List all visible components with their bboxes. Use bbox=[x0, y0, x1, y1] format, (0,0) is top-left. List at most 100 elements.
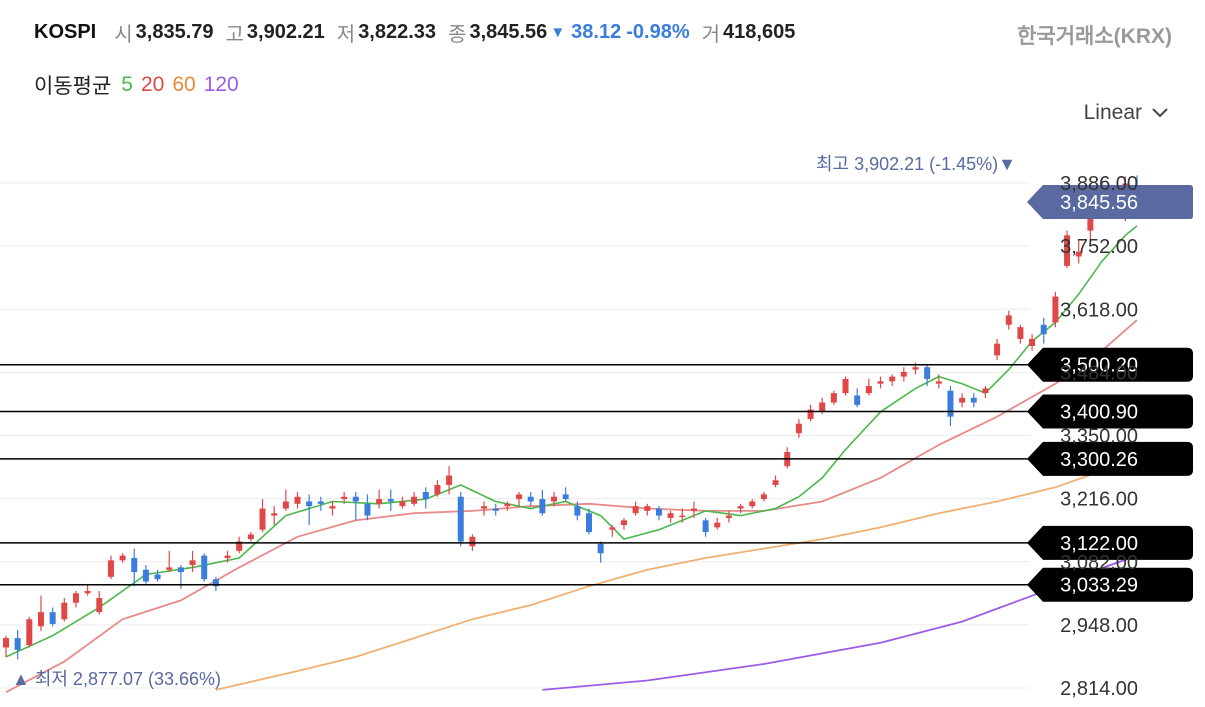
candle-body bbox=[597, 543, 604, 554]
candle-body bbox=[84, 590, 91, 594]
candle-body bbox=[142, 569, 149, 582]
candle-body bbox=[119, 555, 126, 561]
candle-body bbox=[1052, 296, 1059, 323]
candle-body bbox=[539, 499, 546, 514]
y-tick-label: 2,814.00 bbox=[1060, 678, 1138, 700]
candle-body bbox=[714, 522, 721, 528]
y-tick-label: 3,618.00 bbox=[1060, 299, 1138, 321]
candle-body bbox=[935, 381, 942, 384]
candle-body bbox=[865, 386, 872, 394]
candle-body bbox=[364, 503, 371, 516]
candle-body bbox=[306, 501, 313, 507]
candle-body bbox=[411, 496, 418, 504]
candle-body bbox=[900, 371, 907, 377]
change-percent: -0.98% bbox=[626, 20, 690, 43]
candle-body bbox=[376, 499, 383, 504]
candle-body bbox=[877, 381, 884, 384]
close-value: 3,845.56 bbox=[469, 20, 548, 43]
ma5-toggle[interactable]: 5 bbox=[121, 73, 133, 96]
candle-body bbox=[574, 506, 581, 516]
candle-body bbox=[912, 367, 919, 370]
low-label: 저 bbox=[336, 23, 356, 46]
ma60-toggle[interactable]: 60 bbox=[172, 73, 196, 96]
candle-body bbox=[282, 501, 289, 509]
candle-body bbox=[481, 506, 488, 509]
candle-body bbox=[807, 409, 814, 420]
candle-body bbox=[1029, 338, 1036, 346]
ma20-line bbox=[5, 319, 1138, 693]
candle-body bbox=[679, 515, 686, 518]
candle-body bbox=[37, 612, 44, 627]
candle-body bbox=[655, 508, 662, 516]
candle-body bbox=[352, 496, 359, 502]
level-price-tag bbox=[1027, 525, 1193, 560]
candle-body bbox=[527, 496, 534, 502]
low-value: 3,822.33 bbox=[358, 20, 437, 43]
candle-body bbox=[586, 513, 592, 533]
ma20-toggle[interactable]: 20 bbox=[140, 73, 165, 96]
y-tick-label: 3,886.00 bbox=[1060, 173, 1138, 195]
candle-body bbox=[889, 376, 896, 382]
candle-body bbox=[644, 506, 651, 511]
quote-header: KOSPI 시 3,835.79 고 3,902.21 저 3,822.33 종… bbox=[34, 16, 807, 48]
candle-body bbox=[341, 496, 348, 500]
candle-body bbox=[457, 496, 464, 542]
moving-average-legend: 이동평균 5 20 60 120 bbox=[34, 70, 239, 100]
high-value: 3,902.21 bbox=[246, 20, 325, 43]
level-price-label: 3,500.20 bbox=[1060, 355, 1138, 377]
candle-body bbox=[49, 612, 56, 624]
candle-body bbox=[504, 503, 511, 507]
candle-body bbox=[201, 555, 208, 580]
volume-value: 418,605 bbox=[723, 20, 796, 43]
candle-body bbox=[422, 492, 429, 500]
candle-body bbox=[667, 513, 674, 518]
candle-body bbox=[725, 515, 732, 518]
candle-body bbox=[329, 506, 336, 509]
volume-label: 거 bbox=[701, 23, 721, 46]
candle-body bbox=[96, 598, 103, 613]
scale-dropdown[interactable]: Linear bbox=[1084, 101, 1168, 125]
level-price-label: 3,400.90 bbox=[1060, 402, 1138, 424]
candle-body bbox=[970, 397, 977, 403]
candle-body bbox=[516, 494, 523, 500]
current-price-tag bbox=[1027, 185, 1193, 220]
level-price-tag bbox=[1027, 347, 1193, 382]
scale-label: Linear bbox=[1083, 101, 1142, 124]
close-label: 종 bbox=[448, 23, 467, 46]
candle-body bbox=[702, 520, 709, 533]
candle-body bbox=[224, 555, 231, 558]
y-tick-label: 3,484.00 bbox=[1060, 362, 1138, 384]
candle-body bbox=[772, 480, 779, 485]
ma120-toggle[interactable]: 120 bbox=[203, 73, 239, 96]
candle-body bbox=[72, 593, 79, 603]
candle-body bbox=[189, 560, 196, 566]
candle-body bbox=[959, 397, 966, 403]
y-tick-label: 3,350.00 bbox=[1060, 426, 1138, 448]
candle-body bbox=[434, 484, 441, 495]
high-label: 고 bbox=[225, 23, 244, 46]
candle-body bbox=[399, 501, 406, 507]
candle-body bbox=[994, 343, 1001, 356]
y-tick-label: 3,082.00 bbox=[1060, 552, 1138, 574]
level-price-tag bbox=[1027, 567, 1193, 602]
candle-body bbox=[154, 574, 161, 580]
y-tick-label: 3,752.00 bbox=[1060, 236, 1138, 258]
candle-body bbox=[236, 541, 243, 551]
level-price-label: 3,300.26 bbox=[1060, 449, 1138, 471]
candle-body bbox=[107, 560, 114, 577]
candle-body bbox=[14, 638, 21, 650]
candle-body bbox=[3, 638, 9, 648]
candle-body bbox=[562, 494, 569, 500]
candle-body bbox=[271, 513, 278, 516]
candle-body bbox=[842, 378, 849, 394]
candle-body bbox=[760, 494, 767, 500]
candle-body bbox=[830, 393, 837, 403]
candle-body bbox=[854, 395, 861, 405]
candle-body bbox=[690, 508, 697, 511]
open-label: 시 bbox=[114, 23, 133, 46]
candle-body bbox=[26, 619, 33, 646]
candle-body bbox=[469, 536, 476, 547]
candle-body bbox=[947, 390, 954, 417]
candle-body bbox=[1075, 251, 1082, 257]
